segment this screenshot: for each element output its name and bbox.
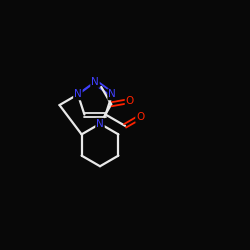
Text: N: N: [96, 119, 104, 129]
Text: N: N: [108, 90, 116, 100]
Text: N: N: [91, 77, 99, 87]
Text: O: O: [126, 96, 134, 106]
Text: N: N: [74, 90, 82, 100]
Text: O: O: [136, 112, 144, 122]
